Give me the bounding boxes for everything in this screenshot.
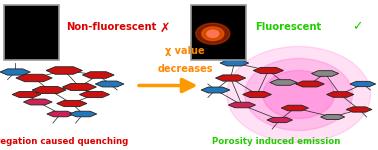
Polygon shape (220, 60, 249, 66)
Polygon shape (12, 92, 41, 98)
Polygon shape (321, 114, 345, 120)
Polygon shape (46, 67, 82, 74)
Polygon shape (57, 100, 87, 107)
Polygon shape (350, 81, 376, 87)
Polygon shape (346, 107, 372, 112)
Text: Porosity induced emission: Porosity induced emission (212, 137, 340, 146)
Polygon shape (32, 87, 66, 93)
Polygon shape (16, 74, 52, 82)
Ellipse shape (207, 30, 219, 37)
Text: decreases: decreases (158, 64, 213, 74)
Polygon shape (243, 92, 271, 98)
Polygon shape (215, 75, 246, 81)
Ellipse shape (263, 70, 335, 118)
Text: ✗: ✗ (159, 22, 170, 35)
Text: Aggregation caused quenching: Aggregation caused quenching (0, 137, 129, 146)
Polygon shape (23, 99, 52, 105)
FancyBboxPatch shape (191, 4, 246, 60)
Polygon shape (327, 92, 354, 97)
Polygon shape (281, 105, 308, 111)
Polygon shape (0, 69, 30, 75)
Polygon shape (270, 80, 297, 85)
Text: Non-fluorescent: Non-fluorescent (66, 22, 156, 32)
Polygon shape (201, 87, 230, 93)
Polygon shape (228, 102, 256, 108)
FancyBboxPatch shape (4, 4, 59, 60)
Ellipse shape (227, 46, 370, 142)
Polygon shape (296, 81, 324, 87)
Polygon shape (267, 117, 293, 123)
Polygon shape (311, 71, 339, 76)
Polygon shape (253, 67, 284, 74)
Text: ✓: ✓ (352, 21, 363, 33)
Polygon shape (95, 81, 124, 87)
Polygon shape (47, 111, 74, 117)
Polygon shape (70, 111, 97, 117)
Ellipse shape (202, 27, 224, 40)
Text: Fluorescent: Fluorescent (255, 22, 321, 32)
Text: χ value: χ value (166, 46, 205, 56)
Ellipse shape (196, 23, 230, 44)
Ellipse shape (245, 58, 352, 130)
Polygon shape (82, 72, 114, 78)
Polygon shape (62, 84, 96, 90)
Polygon shape (79, 91, 110, 98)
